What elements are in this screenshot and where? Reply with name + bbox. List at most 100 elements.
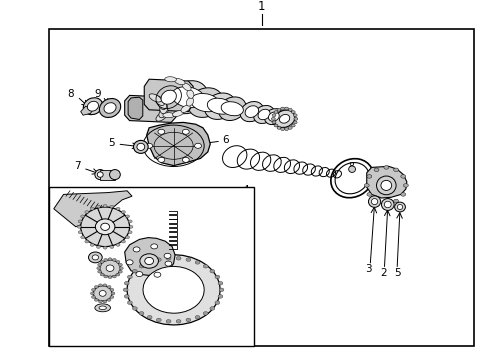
- Circle shape: [90, 292, 94, 295]
- Circle shape: [293, 117, 297, 120]
- Circle shape: [383, 166, 388, 169]
- Circle shape: [154, 272, 161, 277]
- Ellipse shape: [279, 114, 289, 123]
- Text: 5: 5: [393, 268, 400, 278]
- Circle shape: [110, 246, 114, 248]
- Circle shape: [118, 270, 122, 273]
- Ellipse shape: [92, 255, 98, 260]
- Circle shape: [77, 225, 81, 228]
- Ellipse shape: [218, 97, 245, 121]
- Circle shape: [126, 260, 133, 265]
- Circle shape: [271, 117, 275, 120]
- Polygon shape: [128, 97, 142, 120]
- Circle shape: [128, 220, 132, 223]
- Circle shape: [273, 124, 277, 127]
- Circle shape: [276, 108, 280, 111]
- Circle shape: [203, 311, 208, 315]
- Circle shape: [133, 247, 140, 252]
- Circle shape: [111, 292, 115, 295]
- Circle shape: [128, 231, 132, 234]
- Circle shape: [90, 243, 94, 246]
- Circle shape: [90, 207, 94, 210]
- Circle shape: [373, 168, 378, 172]
- Circle shape: [164, 261, 171, 266]
- Circle shape: [393, 199, 398, 203]
- Circle shape: [107, 298, 111, 301]
- Circle shape: [103, 284, 107, 287]
- Circle shape: [185, 318, 190, 322]
- Ellipse shape: [396, 204, 402, 210]
- Circle shape: [110, 288, 114, 291]
- Ellipse shape: [161, 90, 176, 104]
- Ellipse shape: [142, 266, 204, 313]
- Ellipse shape: [158, 99, 166, 109]
- Bar: [49, 187, 254, 346]
- Circle shape: [291, 124, 295, 127]
- Ellipse shape: [140, 254, 158, 268]
- Circle shape: [185, 258, 190, 261]
- Ellipse shape: [207, 98, 232, 114]
- Circle shape: [98, 300, 102, 303]
- Circle shape: [271, 114, 275, 117]
- Ellipse shape: [182, 83, 191, 91]
- Circle shape: [108, 258, 112, 261]
- Circle shape: [273, 111, 277, 113]
- Ellipse shape: [174, 78, 184, 85]
- Polygon shape: [54, 191, 132, 227]
- Ellipse shape: [104, 103, 116, 113]
- Ellipse shape: [258, 109, 269, 120]
- Circle shape: [116, 273, 120, 276]
- Circle shape: [78, 220, 82, 223]
- Circle shape: [119, 267, 123, 270]
- Ellipse shape: [381, 198, 393, 210]
- Polygon shape: [124, 238, 175, 275]
- Ellipse shape: [133, 140, 148, 153]
- Circle shape: [132, 269, 137, 273]
- Ellipse shape: [181, 105, 190, 112]
- Circle shape: [132, 307, 137, 310]
- Circle shape: [123, 288, 128, 292]
- Circle shape: [116, 243, 120, 246]
- Circle shape: [91, 288, 95, 291]
- Circle shape: [393, 168, 398, 172]
- Ellipse shape: [164, 77, 176, 82]
- Ellipse shape: [380, 180, 391, 190]
- Circle shape: [166, 256, 171, 260]
- Circle shape: [81, 236, 84, 239]
- Circle shape: [176, 256, 181, 260]
- Text: 1: 1: [257, 0, 265, 13]
- Ellipse shape: [87, 101, 98, 111]
- Circle shape: [100, 260, 104, 263]
- Text: 4: 4: [242, 185, 248, 195]
- Ellipse shape: [95, 170, 105, 180]
- Text: 8: 8: [67, 89, 74, 99]
- Text: 8: 8: [347, 162, 353, 171]
- Ellipse shape: [83, 98, 102, 114]
- Circle shape: [98, 270, 102, 273]
- Circle shape: [293, 114, 297, 117]
- Circle shape: [403, 184, 407, 187]
- Circle shape: [182, 157, 189, 162]
- Circle shape: [139, 265, 143, 268]
- Ellipse shape: [368, 196, 380, 207]
- Ellipse shape: [97, 172, 103, 177]
- Bar: [49, 29, 473, 346]
- Circle shape: [100, 273, 104, 276]
- Ellipse shape: [137, 143, 144, 150]
- Circle shape: [182, 129, 189, 134]
- Ellipse shape: [204, 93, 235, 120]
- Ellipse shape: [154, 96, 164, 105]
- Circle shape: [209, 307, 214, 310]
- Circle shape: [127, 301, 132, 305]
- Circle shape: [147, 315, 152, 319]
- Circle shape: [96, 205, 100, 208]
- Circle shape: [94, 285, 98, 288]
- Circle shape: [103, 300, 107, 303]
- Ellipse shape: [95, 219, 115, 235]
- Ellipse shape: [169, 81, 207, 114]
- Ellipse shape: [186, 98, 193, 106]
- Circle shape: [156, 258, 161, 261]
- Circle shape: [78, 231, 82, 234]
- Circle shape: [147, 261, 152, 264]
- Circle shape: [110, 205, 114, 208]
